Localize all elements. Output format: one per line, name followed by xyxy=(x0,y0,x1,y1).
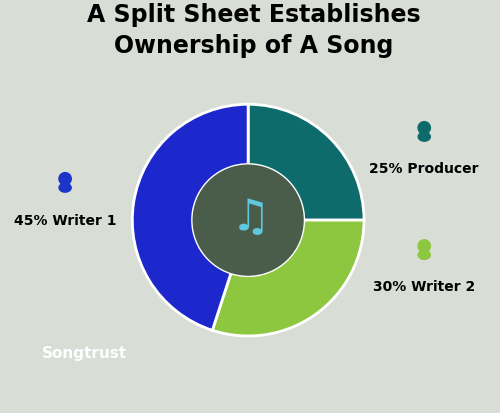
Circle shape xyxy=(418,122,430,134)
Ellipse shape xyxy=(59,183,71,192)
Circle shape xyxy=(192,164,304,276)
Circle shape xyxy=(418,240,430,252)
Wedge shape xyxy=(248,104,364,220)
Text: ♫: ♫ xyxy=(230,196,270,239)
Title: A Split Sheet Establishes
Ownership of A Song: A Split Sheet Establishes Ownership of A… xyxy=(87,3,421,58)
Wedge shape xyxy=(132,104,248,330)
Ellipse shape xyxy=(418,250,430,259)
Wedge shape xyxy=(212,220,364,336)
Text: 30% Writer 2: 30% Writer 2 xyxy=(373,280,476,294)
Text: 45% Writer 1: 45% Writer 1 xyxy=(14,214,117,228)
Text: 25% Producer: 25% Producer xyxy=(370,162,479,176)
Circle shape xyxy=(59,173,72,185)
Ellipse shape xyxy=(418,132,430,141)
Text: Songtrust: Songtrust xyxy=(42,347,127,361)
